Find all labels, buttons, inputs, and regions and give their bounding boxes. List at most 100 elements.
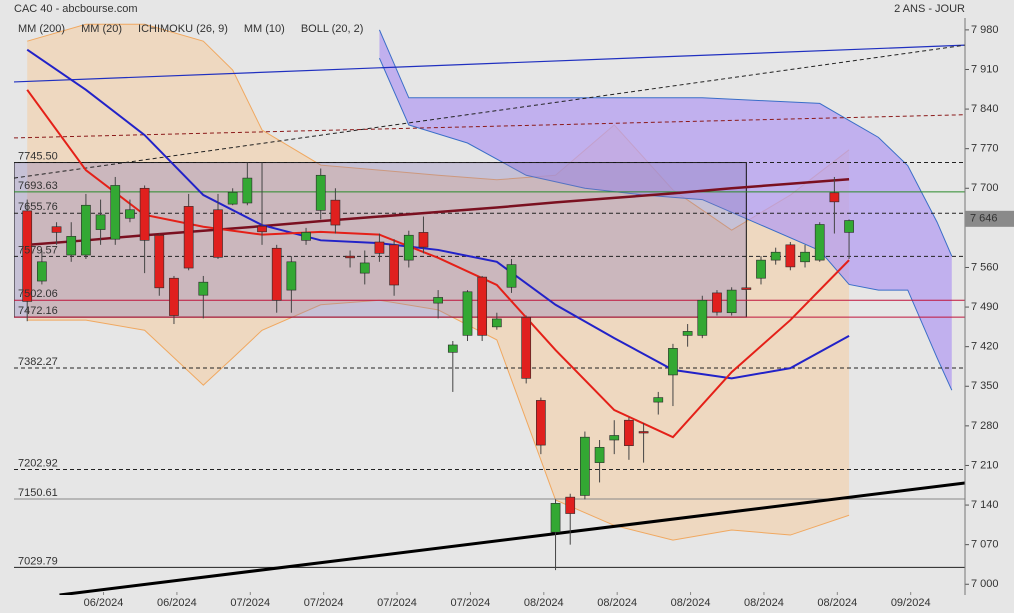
last-price-label: 7 646 (970, 213, 998, 225)
level-label: 7382.27 (18, 356, 58, 368)
band-upper (378, 29, 953, 257)
legend-entry: ICHIMOKU (26, 9) (138, 23, 228, 35)
level-label: 7655.76 (18, 201, 58, 213)
last-price-box (965, 210, 1014, 227)
chart-subtitle: 2 ANS - JOUR (894, 3, 965, 15)
candle-body (66, 236, 77, 256)
candle-body (536, 400, 546, 446)
y-tick-label: 7 840 (971, 103, 999, 115)
x-tick-label: 07/2024 (377, 597, 417, 609)
candle-body (81, 204, 91, 256)
zone (14, 162, 747, 318)
candle-body (668, 348, 678, 376)
x-tick-label: 08/2024 (524, 597, 564, 609)
plot-area (14, 23, 965, 595)
x-tick-label: 08/2024 (671, 597, 711, 609)
candle-body (506, 264, 517, 288)
level-label: 7029.79 (18, 555, 58, 567)
candle-body (756, 259, 766, 279)
candle-body (609, 435, 620, 441)
candle-body (374, 241, 385, 254)
level-label: 7472.16 (18, 305, 58, 317)
candle-body (110, 185, 121, 240)
x-tick-label: 07/2024 (304, 597, 344, 609)
candle-body (315, 174, 326, 211)
x-tick-label: 08/2024 (744, 597, 784, 609)
y-tick-label: 7 000 (971, 578, 999, 590)
moving-average (27, 177, 850, 247)
y-tick-label: 7 770 (971, 143, 999, 155)
y-tick-label: 7 980 (971, 24, 999, 36)
y-tick-label: 7 210 (971, 459, 999, 471)
level-label: 7502.06 (18, 288, 58, 300)
candle-body (213, 209, 223, 258)
candle-body (198, 281, 209, 296)
y-tick-label: 7 280 (971, 420, 999, 432)
band-fill (27, 24, 850, 541)
x-tick-label: 09/2024 (891, 597, 931, 609)
trendline (14, 44, 965, 179)
candle-body (95, 214, 106, 230)
y-tick-label: 7 140 (971, 499, 999, 511)
x-tick-label: 08/2024 (597, 597, 637, 609)
candle-body (37, 261, 47, 282)
candle-body (521, 316, 532, 379)
y-tick-label: 7 700 (971, 182, 999, 194)
x-tick-label: 07/2024 (230, 597, 270, 609)
candle-body (477, 276, 488, 336)
candle-body (403, 234, 414, 261)
candle-body (389, 244, 399, 286)
candle-body (462, 291, 473, 336)
candle-body (447, 344, 458, 353)
y-tick-label: 7 560 (971, 261, 999, 273)
candle-body (653, 397, 664, 403)
candle-body (227, 191, 238, 205)
candle-body (726, 289, 737, 314)
candle-body (712, 292, 722, 313)
trendline (14, 114, 965, 139)
level-label: 7693.63 (18, 180, 58, 192)
trendline (14, 44, 965, 83)
candle-body (829, 192, 840, 203)
candle-body (154, 234, 165, 289)
chart-title: CAC 40 - abcbourse.com (14, 3, 138, 15)
x-tick-label: 08/2024 (817, 597, 857, 609)
legend-entry: BOLL (20, 2) (301, 23, 364, 35)
legend-entry: MM (20) (81, 23, 122, 35)
candle-body (741, 287, 752, 290)
candle-body (814, 224, 825, 261)
moving-average (26, 89, 850, 439)
band-lower (378, 57, 953, 391)
candle-body (257, 225, 267, 233)
candle-body (169, 277, 179, 316)
candle-body (433, 297, 443, 304)
candle-body (844, 220, 854, 233)
candle-body (301, 232, 311, 241)
x-tick-label: 07/2024 (451, 597, 491, 609)
moving-average (26, 48, 850, 380)
level-label: 7150.61 (18, 487, 58, 499)
candle-body (594, 447, 605, 463)
candle-body (139, 187, 150, 241)
trendline (59, 481, 965, 595)
candle-body (785, 244, 796, 268)
legend-entry: MM (200) (18, 23, 65, 35)
candle-body (550, 503, 561, 533)
candle-body (286, 261, 297, 291)
band-fill (379, 29, 952, 391)
y-tick-label: 7 420 (971, 341, 999, 353)
candle-body (491, 318, 502, 328)
y-tick-label: 7 910 (971, 63, 999, 75)
candle-body (624, 419, 634, 446)
y-tick-label: 7 070 (971, 539, 999, 551)
band-lower (27, 299, 850, 541)
band-upper (27, 23, 850, 231)
candle-body (183, 206, 194, 269)
level-label: 7202.92 (18, 457, 58, 469)
candle-body (770, 251, 781, 261)
y-tick-label: 7 350 (971, 380, 999, 392)
level-label: 7579.57 (18, 244, 58, 256)
candle-body (580, 436, 590, 496)
